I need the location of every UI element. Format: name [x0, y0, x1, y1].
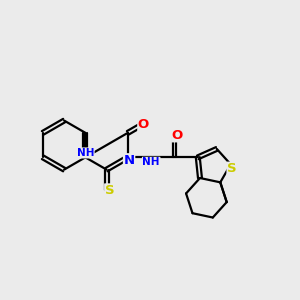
Text: O: O: [138, 118, 149, 131]
Text: NH: NH: [142, 157, 160, 167]
Text: S: S: [227, 162, 237, 175]
Text: NH: NH: [76, 148, 94, 158]
Text: O: O: [172, 129, 183, 142]
Text: N: N: [124, 154, 135, 167]
Text: S: S: [105, 184, 114, 197]
